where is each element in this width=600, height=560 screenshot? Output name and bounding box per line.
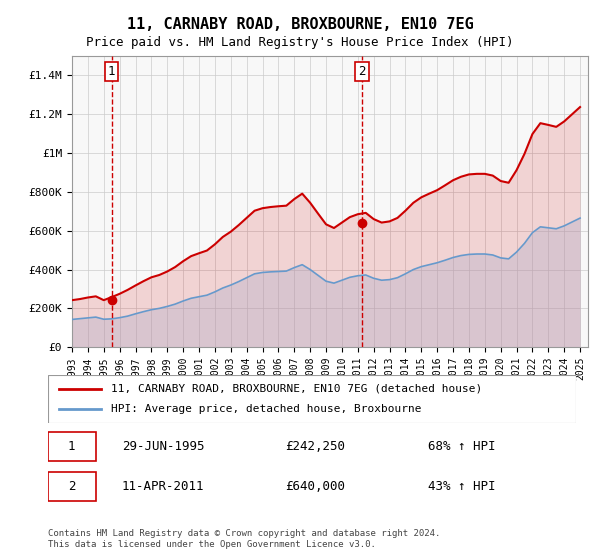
Text: Price paid vs. HM Land Registry's House Price Index (HPI): Price paid vs. HM Land Registry's House …	[86, 36, 514, 49]
Text: £640,000: £640,000	[286, 480, 346, 493]
Text: 11, CARNABY ROAD, BROXBOURNE, EN10 7EG: 11, CARNABY ROAD, BROXBOURNE, EN10 7EG	[127, 17, 473, 32]
Text: 2: 2	[358, 65, 366, 78]
Text: HPI: Average price, detached house, Broxbourne: HPI: Average price, detached house, Brox…	[112, 404, 422, 414]
Text: 11, CARNABY ROAD, BROXBOURNE, EN10 7EG (detached house): 11, CARNABY ROAD, BROXBOURNE, EN10 7EG (…	[112, 384, 482, 394]
Text: 68% ↑ HPI: 68% ↑ HPI	[428, 440, 496, 453]
Text: Contains HM Land Registry data © Crown copyright and database right 2024.
This d: Contains HM Land Registry data © Crown c…	[48, 529, 440, 549]
FancyBboxPatch shape	[48, 432, 95, 461]
FancyBboxPatch shape	[48, 375, 576, 423]
Text: 2: 2	[68, 480, 76, 493]
Text: 29-JUN-1995: 29-JUN-1995	[122, 440, 205, 453]
Text: £242,250: £242,250	[286, 440, 346, 453]
Text: 1: 1	[108, 65, 115, 78]
FancyBboxPatch shape	[48, 472, 95, 502]
Text: 11-APR-2011: 11-APR-2011	[122, 480, 205, 493]
Text: 1: 1	[68, 440, 76, 453]
Text: 43% ↑ HPI: 43% ↑ HPI	[428, 480, 496, 493]
